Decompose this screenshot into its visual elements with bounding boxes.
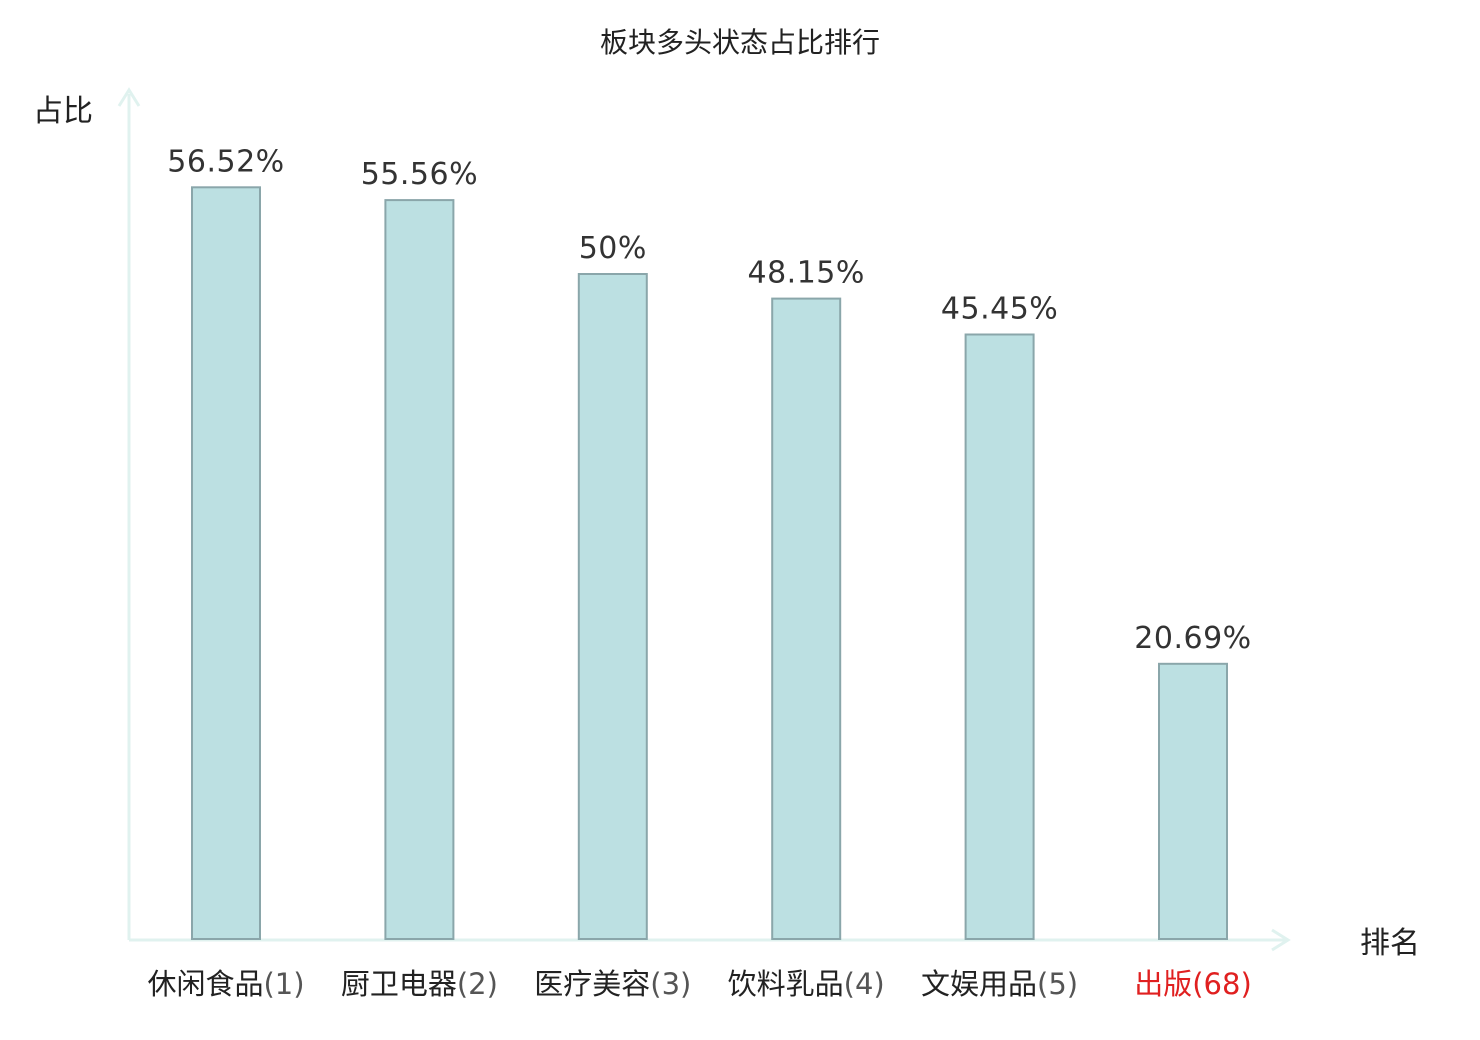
y-axis-arrow-icon: [117, 87, 141, 107]
bars-layer: [191, 186, 1228, 941]
category-label-2: 厨卫电器(2): [341, 967, 498, 1001]
axes: [117, 87, 1291, 952]
category-name: 出版: [1134, 967, 1192, 1001]
category-label-3: 医疗美容(3): [534, 967, 691, 1001]
category-rank: (1): [263, 967, 304, 1001]
bar-4: [771, 297, 842, 941]
category-name: 文娱用品: [921, 967, 1037, 1001]
category-rank: (2): [457, 967, 498, 1001]
bar-6: [1158, 662, 1228, 940]
category-name: 休闲食品: [147, 967, 263, 1001]
category-rank: (68): [1192, 967, 1252, 1001]
x-axis-label: 排名: [1360, 926, 1420, 961]
category-label-6: 出版(68): [1134, 967, 1252, 1001]
value-label-2: 55.56%: [361, 157, 478, 192]
value-label-1: 56.52%: [167, 144, 284, 179]
category-labels-layer: 休闲食品(1) 厨卫电器(2) 医疗美容(3) 饮料乳品(4) 文娱用品(5) 出版(68…: [147, 967, 1251, 1001]
y-axis-label: 占比: [33, 94, 93, 129]
chart-title: 板块多头状态占比排行: [600, 26, 880, 59]
value-labels-layer: 56.52% 55.56% 50% 48.15% 45.45% 20.69%: [167, 144, 1251, 656]
category-rank: (3): [650, 967, 691, 1001]
category-label-5: 文娱用品(5): [921, 967, 1078, 1001]
category-rank: (5): [1037, 967, 1078, 1001]
bar-2: [384, 199, 455, 941]
category-name: 饮料乳品: [728, 967, 844, 1001]
category-name: 厨卫电器: [341, 967, 457, 1001]
category-name: 医疗美容: [534, 967, 650, 1001]
value-label-3: 50%: [579, 231, 647, 266]
x-axis-arrow-icon: [1271, 928, 1291, 952]
value-label-5: 45.45%: [941, 292, 1058, 327]
category-label-4: 饮料乳品(4): [728, 967, 885, 1001]
category-rank: (4): [844, 967, 885, 1001]
value-label-6: 20.69%: [1134, 621, 1251, 656]
bar-1: [191, 186, 261, 941]
category-label-1: 休闲食品(1): [147, 967, 304, 1001]
bar-5: [964, 333, 1035, 940]
bar-3: [577, 273, 648, 940]
value-label-4: 48.15%: [748, 256, 865, 291]
